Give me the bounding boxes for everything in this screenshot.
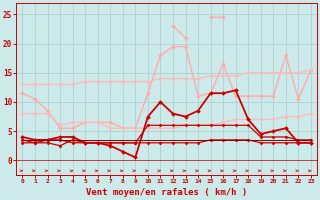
X-axis label: Vent moyen/en rafales ( km/h ): Vent moyen/en rafales ( km/h ) [86, 188, 247, 197]
